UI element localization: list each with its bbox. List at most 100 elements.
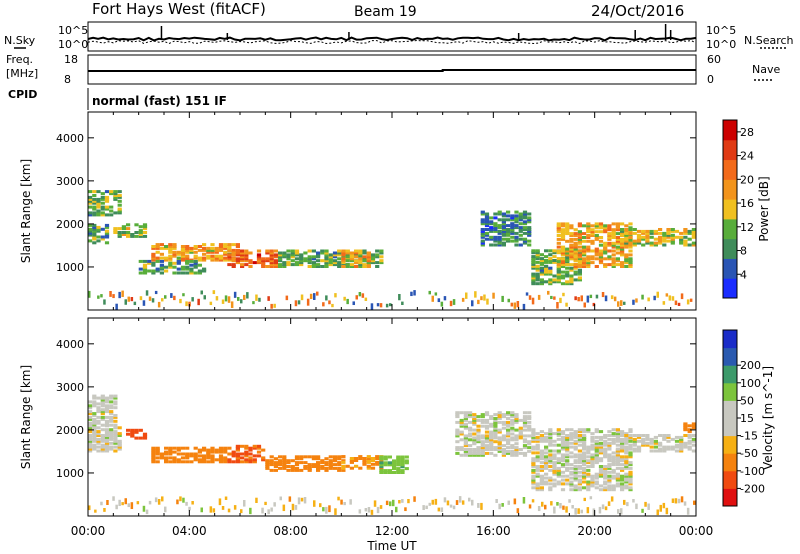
freq-label: Freq. — [6, 53, 33, 66]
echo-cell — [109, 447, 114, 451]
freq-tick-top: 18 — [64, 53, 78, 66]
echo-cell — [611, 243, 616, 247]
echo-cell — [240, 509, 243, 514]
echo-cell — [452, 505, 456, 510]
echo-cell — [332, 251, 338, 255]
colorbar-cell — [723, 400, 737, 419]
echo-cell — [548, 449, 553, 453]
echo-cell — [607, 226, 612, 230]
echo-cell — [624, 480, 629, 484]
echo-cell — [484, 430, 490, 434]
echo-cell — [244, 452, 249, 456]
echo-cell — [569, 239, 574, 243]
echo-cell — [607, 457, 612, 461]
echo-cell — [679, 231, 684, 235]
echo-cell — [307, 249, 312, 253]
echo-cell — [159, 271, 164, 275]
echo-cell — [628, 259, 633, 263]
colorbar-cell — [723, 347, 737, 366]
echo-cell — [582, 445, 587, 449]
echo-cell — [286, 465, 291, 468]
echo-cell — [113, 194, 118, 197]
echo-cell — [501, 233, 506, 237]
echo-cell — [404, 507, 407, 512]
echo-cell — [193, 458, 198, 462]
echo-cell — [214, 250, 219, 254]
echo-cell — [104, 437, 110, 441]
echo-cell — [590, 476, 595, 480]
echo-cell — [506, 411, 511, 415]
echo-cell — [603, 441, 608, 445]
echo-cell — [569, 245, 574, 249]
echo-cell — [573, 472, 578, 476]
echo-cell — [626, 502, 629, 507]
echo-cell — [598, 230, 604, 234]
echo-cell — [340, 499, 343, 505]
echo-cell — [544, 472, 549, 476]
echo-cell — [556, 276, 561, 280]
echo-cell — [645, 435, 650, 439]
echo-cell — [112, 496, 115, 501]
echo-cell — [358, 249, 363, 253]
echo-cell — [560, 257, 566, 261]
echo-cell — [155, 452, 160, 456]
echo-cell — [666, 235, 671, 239]
echo-cell — [531, 451, 536, 455]
echo-cell — [691, 233, 696, 237]
echo-cell — [197, 450, 202, 454]
echo-cell — [332, 263, 338, 267]
echo-cell — [686, 299, 690, 305]
echo-cell — [209, 301, 213, 306]
echo-cell — [203, 295, 206, 300]
echo-cell — [539, 476, 544, 480]
echo-cell — [628, 234, 633, 237]
echo-cell — [332, 463, 338, 467]
echo-cell — [531, 468, 536, 472]
echo-cell — [628, 430, 633, 434]
echo-cell — [573, 445, 578, 449]
echo-cell — [516, 301, 520, 308]
echo-cell — [628, 253, 633, 257]
echo-cell — [267, 296, 270, 301]
echo-cell — [88, 199, 93, 203]
echo-cell — [569, 488, 574, 492]
echo-cell — [510, 229, 515, 233]
echo-cell — [117, 234, 122, 238]
echo-cell — [97, 295, 100, 299]
echo-cell — [653, 241, 658, 245]
echo-cell — [303, 251, 308, 255]
echo-cell — [574, 296, 577, 301]
echo-cell — [577, 443, 582, 447]
echo-cell — [611, 441, 616, 445]
echo-cell — [265, 465, 270, 468]
echo-cell — [636, 239, 642, 243]
echo-cell — [244, 263, 249, 267]
echo-cell — [468, 415, 473, 419]
echo-cell — [586, 247, 591, 251]
echo-cell — [691, 229, 696, 233]
echo-cell — [586, 255, 591, 259]
echo-cell — [544, 463, 549, 467]
echo-cell — [256, 255, 262, 259]
echo-cell — [463, 415, 468, 419]
echo-cell — [674, 498, 678, 504]
echo-cell — [607, 466, 612, 470]
echo-cell — [628, 243, 633, 247]
echo-cell — [531, 476, 536, 480]
echo-cell — [240, 263, 245, 267]
echo-cell — [620, 222, 625, 226]
echo-cell — [620, 237, 625, 241]
echo-cell — [109, 445, 114, 449]
echo-cell — [535, 451, 540, 455]
echo-cell — [367, 507, 371, 513]
echo-cell — [278, 263, 283, 267]
echo-cell — [113, 192, 118, 196]
echo-cell — [197, 258, 202, 262]
echo-cell — [88, 201, 93, 205]
echo-cell — [189, 452, 194, 456]
echo-cell — [569, 263, 574, 267]
echo-cell — [202, 448, 207, 452]
echo-cell — [565, 259, 570, 263]
echo-cell — [670, 447, 675, 451]
echo-cell — [598, 441, 604, 445]
